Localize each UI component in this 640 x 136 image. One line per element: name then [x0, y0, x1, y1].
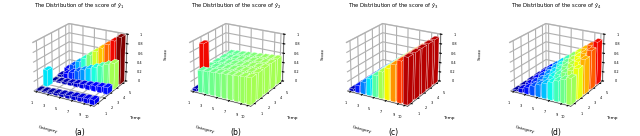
Text: (c): (c) [388, 128, 398, 136]
Y-axis label: Temp: Temp [129, 116, 141, 120]
Text: (a): (a) [74, 128, 84, 136]
Y-axis label: Temp: Temp [443, 116, 454, 120]
Y-axis label: Temp: Temp [286, 116, 298, 120]
X-axis label: Category: Category [38, 125, 58, 133]
X-axis label: Category: Category [195, 125, 215, 133]
X-axis label: Category: Category [351, 125, 372, 133]
Title: The Distribution of the score of $\hat{y}_3$: The Distribution of the score of $\hat{y… [348, 1, 438, 11]
Text: (b): (b) [231, 128, 241, 136]
Title: The Distribution of the score of $\hat{y}_1$: The Distribution of the score of $\hat{y… [34, 1, 125, 11]
Title: The Distribution of the score of $\hat{y}_2$: The Distribution of the score of $\hat{y… [191, 1, 282, 11]
X-axis label: Category: Category [515, 125, 535, 133]
Title: The Distribution of the score of $\hat{y}_4$: The Distribution of the score of $\hat{y… [511, 1, 602, 11]
Text: (d): (d) [551, 128, 561, 136]
Y-axis label: Temp: Temp [606, 116, 618, 120]
